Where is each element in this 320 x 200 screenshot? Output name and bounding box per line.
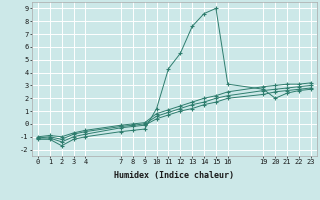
X-axis label: Humidex (Indice chaleur): Humidex (Indice chaleur)	[115, 171, 234, 180]
